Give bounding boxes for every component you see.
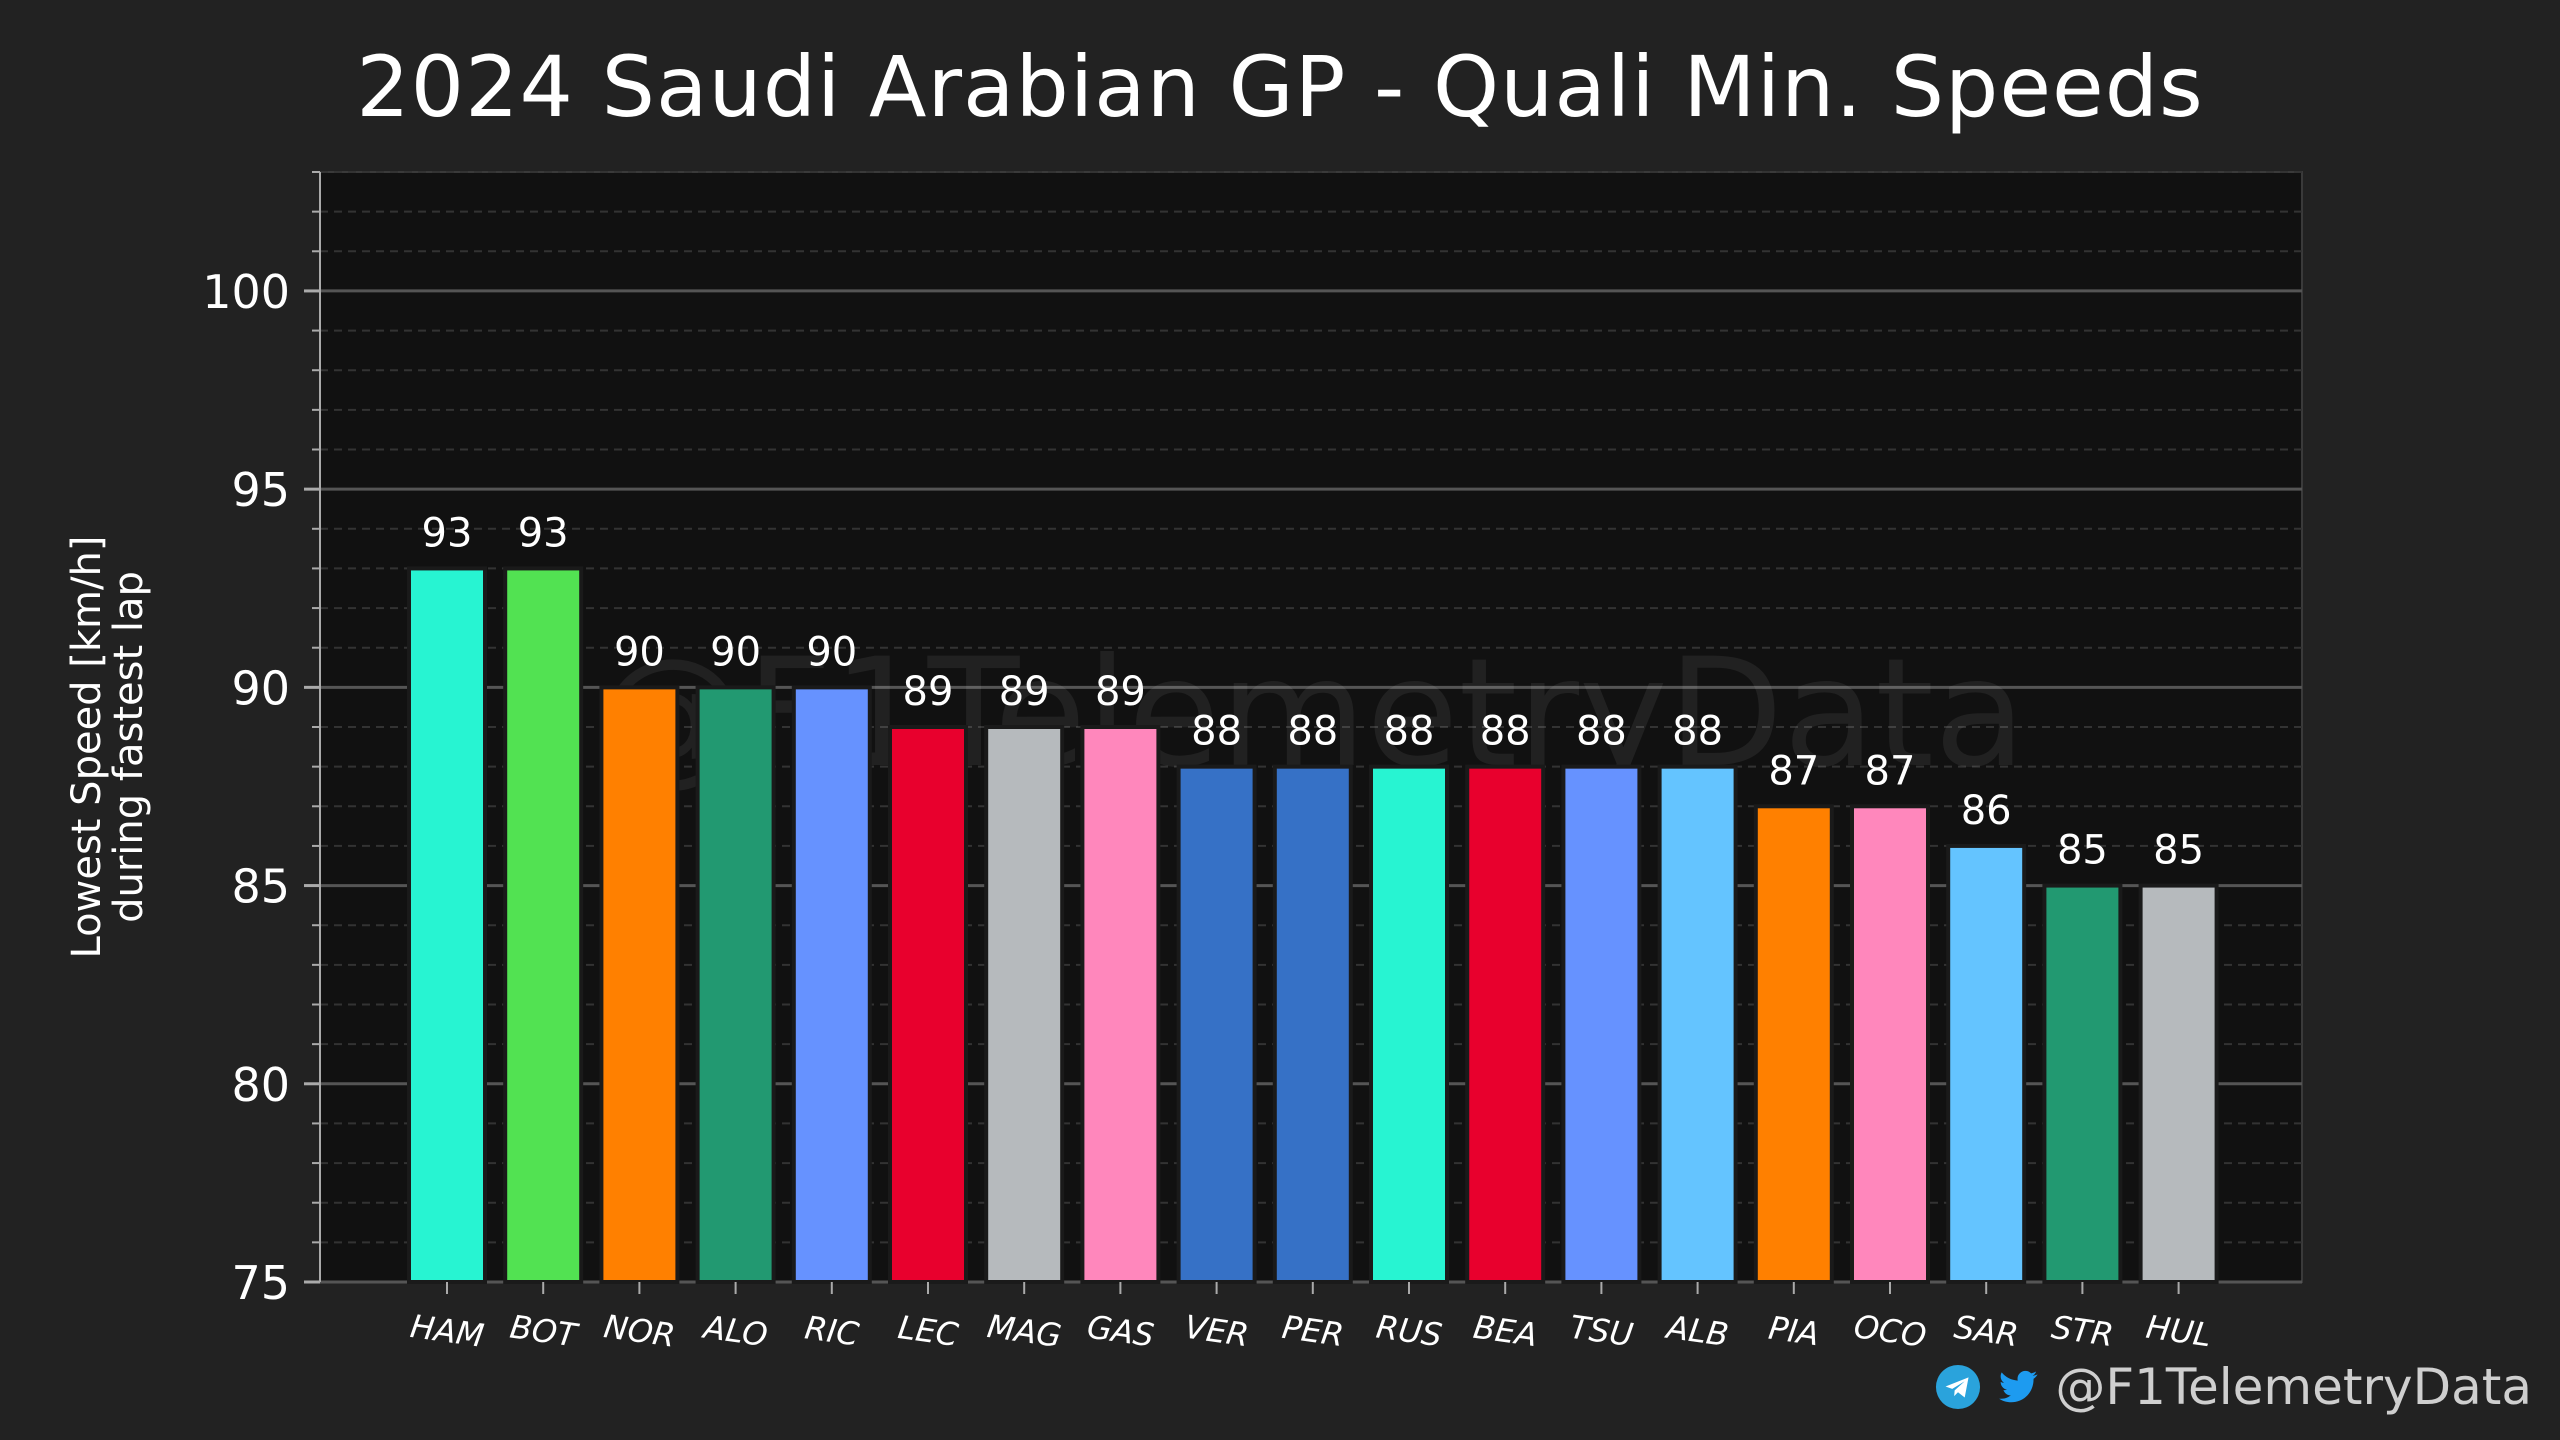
- bar-hul: [2138, 883, 2219, 1284]
- x-tick-label: PER: [1280, 1308, 1346, 1354]
- bar-lec: [888, 725, 968, 1284]
- data-label: 93: [518, 510, 569, 556]
- y-tick-label: 90: [231, 661, 290, 715]
- bar-oco: [1850, 804, 1930, 1284]
- data-label: 89: [903, 669, 954, 715]
- bar-ric: [791, 685, 872, 1284]
- x-tick-label: BOT: [508, 1308, 582, 1355]
- footer-handle: @F1TelemetryData: [2055, 1358, 2532, 1416]
- bar-nor: [599, 685, 680, 1284]
- x-tick-label: SAR: [1952, 1308, 2021, 1355]
- x-tick-label: LEC: [896, 1308, 962, 1354]
- bar-per: [1272, 764, 1353, 1284]
- x-tick-label: GAS: [1085, 1308, 1157, 1355]
- y-axis: 75 80 85 90 95 100: [202, 171, 321, 1310]
- bar-bot: [503, 566, 584, 1284]
- data-label: 88: [1576, 709, 1627, 755]
- data-label: 89: [999, 669, 1050, 715]
- bar-tsu: [1561, 764, 1642, 1284]
- data-label: 85: [2057, 828, 2108, 874]
- data-label: 87: [1768, 748, 1819, 794]
- x-tick-label: OCO: [1851, 1307, 1928, 1355]
- x-tick-label: ALB: [1663, 1308, 1731, 1354]
- y-tick-label: 95: [231, 463, 290, 517]
- footer: @F1TelemetryData: [1935, 1358, 2532, 1416]
- bar-alo: [695, 685, 776, 1284]
- x-tick-label: NOR: [602, 1307, 678, 1355]
- data-label: 90: [614, 629, 665, 675]
- x-tick-label: VER: [1182, 1308, 1251, 1355]
- bar-str: [2042, 883, 2123, 1284]
- x-axis: HAM BOT NOR ALO RIC LEC MAG GAS VER PER RUS BEA TSU A…: [408, 1282, 2214, 1355]
- bar-gas: [1080, 725, 1161, 1284]
- x-tick-label: HAM: [408, 1307, 486, 1355]
- data-label: 88: [1672, 709, 1723, 755]
- y-tick-label: 75: [231, 1256, 290, 1310]
- data-label: 88: [1287, 709, 1338, 755]
- data-label: 88: [1384, 709, 1435, 755]
- data-label: 93: [422, 510, 473, 556]
- telegram-icon[interactable]: [1935, 1364, 1981, 1410]
- bar-rus: [1369, 764, 1449, 1284]
- y-axis-label-text: Lowest Speed [km/h]during fastest lap: [64, 536, 152, 959]
- chart-title: 2024 Saudi Arabian GP - Quali Min. Speed…: [356, 38, 2204, 136]
- x-tick-label: RIC: [803, 1308, 862, 1353]
- y-axis-label: Lowest Speed [km/h]during fastest lap: [64, 536, 152, 959]
- x-tick-label: MAG: [985, 1307, 1064, 1355]
- data-label: 86: [1961, 788, 2012, 834]
- bar-alb: [1657, 764, 1738, 1284]
- x-tick-label: HUL: [2144, 1308, 2214, 1355]
- x-tick-label: ALO: [699, 1307, 770, 1354]
- bar-bea: [1465, 764, 1546, 1284]
- bar-sar: [1946, 843, 2027, 1285]
- twitter-icon[interactable]: [1995, 1364, 2041, 1410]
- x-tick-label: RUS: [1374, 1308, 1445, 1355]
- bar-ham: [407, 566, 487, 1284]
- data-label: 90: [710, 629, 761, 675]
- y-tick-label: 80: [231, 1058, 290, 1112]
- data-label: 89: [1095, 669, 1146, 715]
- data-label: 88: [1191, 709, 1242, 755]
- y-tick-label: 85: [231, 860, 290, 914]
- x-tick-label: STR: [2049, 1308, 2116, 1354]
- data-label: 90: [806, 629, 857, 675]
- data-label: 88: [1480, 709, 1531, 755]
- y-tick-label: 100: [202, 265, 290, 319]
- data-label: 85: [2153, 828, 2204, 874]
- bar-ver: [1176, 764, 1257, 1284]
- bar-pia: [1753, 804, 1834, 1284]
- x-tick-label: BEA: [1471, 1308, 1540, 1355]
- bar-mag: [984, 725, 1065, 1284]
- x-tick-label: TSU: [1568, 1308, 1636, 1354]
- x-tick-label: PIA: [1766, 1309, 1821, 1354]
- data-label: 87: [1865, 748, 1916, 794]
